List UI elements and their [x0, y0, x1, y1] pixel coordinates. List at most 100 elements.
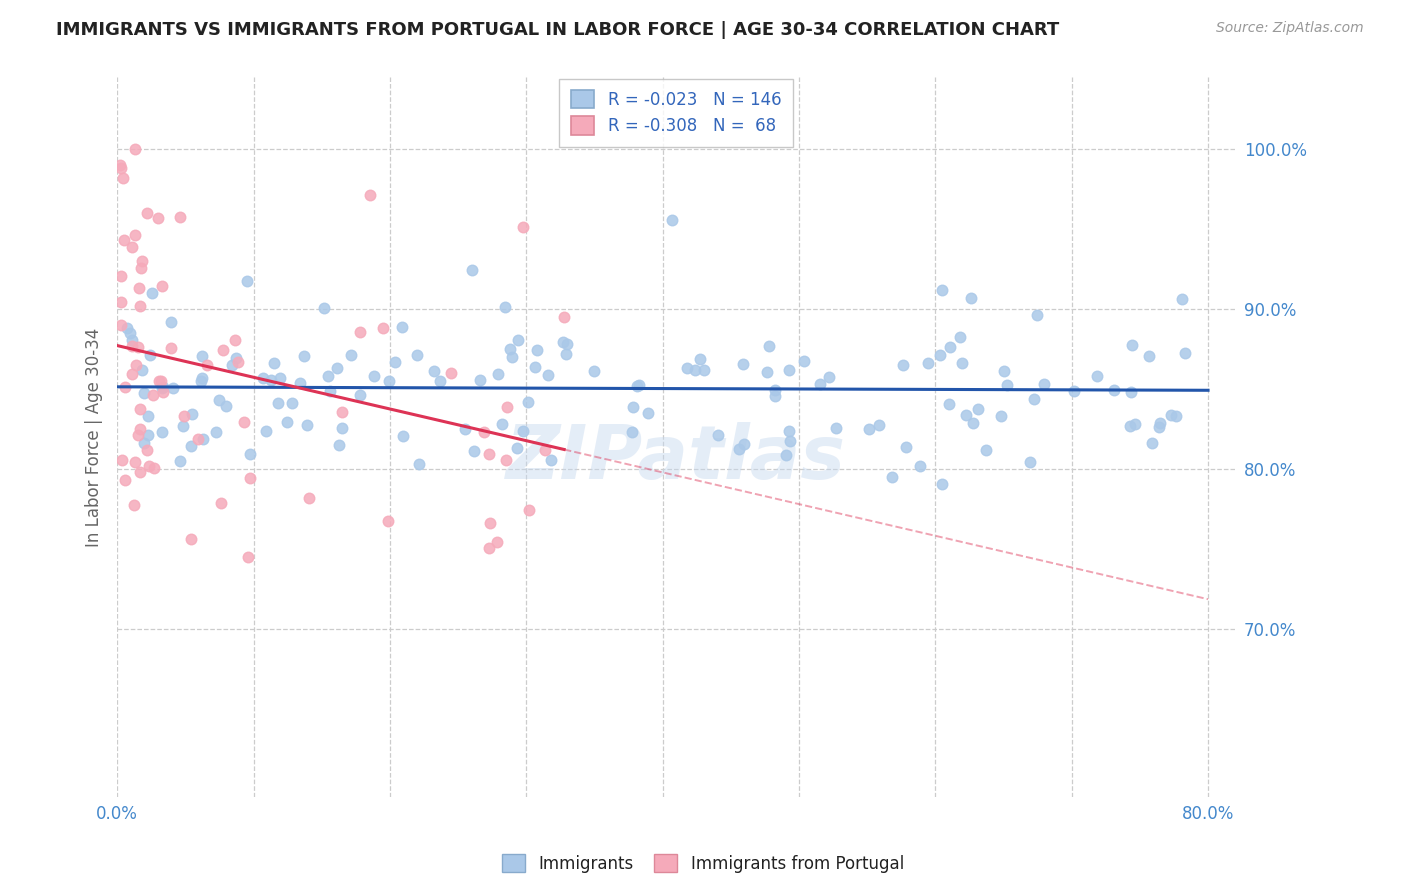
- Point: [148, 211, 170, 226]
- Point: [540, 453, 562, 467]
- Point: [204, 425, 226, 439]
- Point: [319, 384, 342, 398]
- Point: [190, 371, 212, 385]
- Point: [468, 373, 491, 387]
- Point: [1025, 308, 1047, 322]
- Point: [779, 434, 801, 448]
- Point: [112, 233, 135, 247]
- Point: [917, 356, 939, 370]
- Point: [152, 380, 174, 394]
- Point: [391, 428, 413, 442]
- Point: [127, 340, 149, 354]
- Point: [180, 533, 202, 547]
- Point: [1171, 293, 1194, 307]
- Point: [1032, 377, 1054, 392]
- Point: [260, 373, 283, 387]
- Point: [292, 349, 315, 363]
- Text: ZIPatlas: ZIPatlas: [506, 423, 846, 495]
- Point: [172, 419, 194, 434]
- Point: [523, 359, 546, 374]
- Point: [423, 364, 446, 378]
- Point: [928, 348, 950, 362]
- Point: [733, 437, 755, 451]
- Point: [121, 239, 143, 253]
- Point: [858, 422, 880, 436]
- Point: [148, 374, 170, 388]
- Point: [276, 415, 298, 429]
- Point: [661, 213, 683, 227]
- Text: IMMIGRANTS VS IMMIGRANTS FROM PORTUGAL IN LABOR FORCE | AGE 30-34 CORRELATION CH: IMMIGRANTS VS IMMIGRANTS FROM PORTUGAL I…: [56, 21, 1060, 38]
- Point: [1147, 420, 1170, 434]
- Point: [962, 416, 984, 430]
- Point: [478, 447, 501, 461]
- Point: [706, 428, 728, 442]
- Point: [405, 348, 427, 362]
- Point: [232, 415, 254, 429]
- Point: [121, 333, 143, 347]
- Point: [110, 161, 132, 175]
- Point: [949, 330, 972, 344]
- Point: [252, 371, 274, 385]
- Point: [236, 274, 259, 288]
- Point: [325, 361, 347, 376]
- Point: [1160, 409, 1182, 423]
- Point: [316, 369, 339, 384]
- Point: [136, 409, 159, 424]
- Legend: R = -0.023   N = 146, R = -0.308   N =  68: R = -0.023 N = 146, R = -0.308 N = 68: [560, 78, 793, 147]
- Point: [150, 425, 173, 440]
- Point: [125, 358, 148, 372]
- Y-axis label: In Labor Force | Age 30-34: In Labor Force | Age 30-34: [86, 327, 103, 547]
- Point: [1137, 349, 1160, 363]
- Point: [266, 395, 288, 409]
- Point: [817, 370, 839, 384]
- Point: [162, 382, 184, 396]
- Point: [966, 401, 988, 416]
- Point: [226, 355, 249, 369]
- Point: [555, 337, 578, 351]
- Point: [377, 375, 399, 389]
- Point: [517, 395, 540, 409]
- Point: [169, 453, 191, 467]
- Point: [150, 279, 173, 293]
- Point: [173, 409, 195, 423]
- Point: [1142, 435, 1164, 450]
- Point: [990, 409, 1012, 423]
- Point: [1063, 384, 1085, 398]
- Point: [377, 514, 399, 528]
- Point: [1085, 368, 1108, 383]
- Point: [1149, 417, 1171, 431]
- Point: [138, 458, 160, 473]
- Point: [149, 375, 172, 389]
- Point: [896, 440, 918, 454]
- Point: [960, 291, 983, 305]
- Point: [512, 424, 534, 438]
- Point: [408, 457, 430, 471]
- Point: [269, 371, 291, 385]
- Point: [491, 417, 513, 432]
- Point: [330, 404, 353, 418]
- Point: [110, 318, 132, 332]
- Point: [955, 409, 977, 423]
- Point: [169, 210, 191, 224]
- Point: [429, 374, 451, 388]
- Point: [534, 443, 557, 458]
- Point: [756, 365, 779, 379]
- Point: [131, 363, 153, 377]
- Point: [1174, 346, 1197, 360]
- Point: [135, 205, 157, 219]
- Point: [110, 268, 132, 283]
- Point: [190, 374, 212, 388]
- Point: [239, 471, 262, 485]
- Point: [209, 495, 232, 509]
- Point: [553, 310, 575, 324]
- Point: [211, 343, 233, 358]
- Point: [626, 378, 648, 392]
- Point: [187, 433, 209, 447]
- Point: [180, 439, 202, 453]
- Point: [938, 340, 960, 354]
- Point: [974, 443, 997, 458]
- Point: [142, 460, 165, 475]
- Point: [221, 358, 243, 372]
- Point: [111, 453, 134, 467]
- Point: [683, 363, 706, 377]
